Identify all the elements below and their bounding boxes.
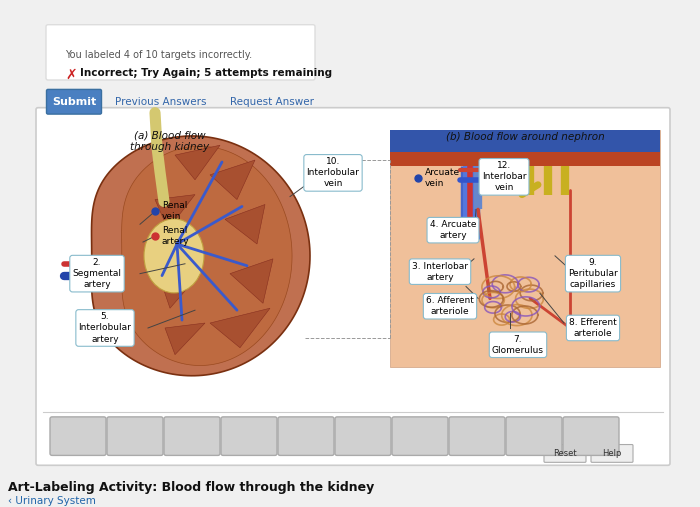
Text: (a) Blood flow
through kidney: (a) Blood flow through kidney <box>130 130 209 152</box>
Ellipse shape <box>144 219 204 293</box>
Text: Submit: Submit <box>52 97 96 107</box>
Polygon shape <box>160 274 200 308</box>
FancyBboxPatch shape <box>449 417 505 455</box>
Text: 2.
Segmental
artery: 2. Segmental artery <box>73 258 122 289</box>
FancyBboxPatch shape <box>563 417 619 455</box>
FancyBboxPatch shape <box>544 445 586 462</box>
FancyBboxPatch shape <box>107 417 163 455</box>
FancyBboxPatch shape <box>46 89 102 114</box>
Text: You labeled 4 of 10 targets incorrectly.: You labeled 4 of 10 targets incorrectly. <box>65 50 252 60</box>
Text: Renal
vein: Renal vein <box>162 201 188 222</box>
Polygon shape <box>210 308 270 348</box>
Polygon shape <box>225 204 265 244</box>
Text: (b) Blood flow around nephron: (b) Blood flow around nephron <box>446 132 604 142</box>
FancyBboxPatch shape <box>506 417 562 455</box>
Text: ‹ Urinary System: ‹ Urinary System <box>8 496 96 506</box>
Polygon shape <box>230 259 273 303</box>
FancyBboxPatch shape <box>221 417 277 455</box>
Text: Request Answer: Request Answer <box>230 97 314 107</box>
Polygon shape <box>175 145 220 180</box>
Text: ✗: ✗ <box>65 68 76 82</box>
Polygon shape <box>122 146 292 366</box>
FancyBboxPatch shape <box>46 25 315 80</box>
FancyBboxPatch shape <box>390 152 660 166</box>
Text: 9.
Peritubular
capillaries: 9. Peritubular capillaries <box>568 258 618 289</box>
FancyBboxPatch shape <box>390 130 660 152</box>
FancyBboxPatch shape <box>335 417 391 455</box>
Text: Reset: Reset <box>553 449 577 458</box>
Text: 10.
Interlobular
vein: 10. Interlobular vein <box>307 157 359 189</box>
Text: Renal
artery: Renal artery <box>162 226 190 246</box>
FancyBboxPatch shape <box>591 445 633 462</box>
Text: 8. Efferent
arteriole: 8. Efferent arteriole <box>569 318 617 338</box>
Text: 4. Arcuate
artery: 4. Arcuate artery <box>430 220 476 240</box>
Polygon shape <box>155 195 195 229</box>
Polygon shape <box>165 323 205 354</box>
Text: Help: Help <box>602 449 622 458</box>
FancyBboxPatch shape <box>36 107 670 465</box>
FancyBboxPatch shape <box>164 417 220 455</box>
FancyBboxPatch shape <box>390 130 660 368</box>
Text: 5.
Interlobular
artery: 5. Interlobular artery <box>78 312 132 344</box>
Text: Incorrect; Try Again; 5 attempts remaining: Incorrect; Try Again; 5 attempts remaini… <box>80 68 332 78</box>
FancyBboxPatch shape <box>392 417 448 455</box>
Text: 3. Interlobar
artery: 3. Interlobar artery <box>412 262 468 282</box>
Text: 12.
Interlobar
vein: 12. Interlobar vein <box>482 161 526 193</box>
Polygon shape <box>210 160 255 200</box>
Text: 7.
Glomerulus: 7. Glomerulus <box>492 335 544 355</box>
Text: Art-Labeling Activity: Blood flow through the kidney: Art-Labeling Activity: Blood flow throug… <box>8 481 374 494</box>
FancyBboxPatch shape <box>50 417 106 455</box>
Polygon shape <box>92 136 310 376</box>
Text: Previous Answers: Previous Answers <box>115 97 206 107</box>
Text: 6. Afferent
arteriole: 6. Afferent arteriole <box>426 296 474 316</box>
Text: Arcuate
vein: Arcuate vein <box>425 168 460 188</box>
FancyBboxPatch shape <box>278 417 334 455</box>
